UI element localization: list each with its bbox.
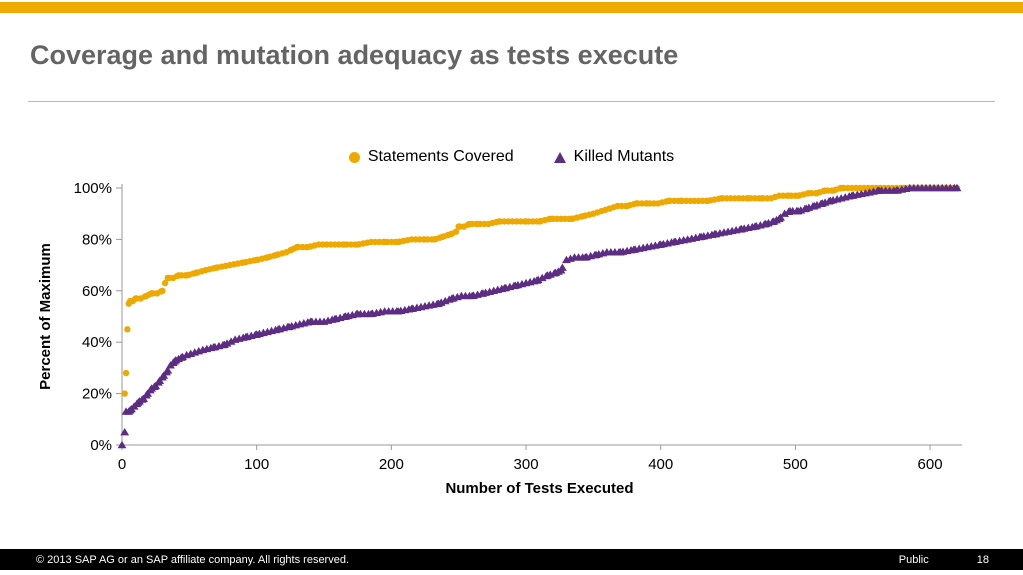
svg-text:80%: 80%	[82, 231, 112, 248]
top-accent-bar	[0, 2, 1023, 13]
svg-text:300: 300	[514, 456, 539, 473]
svg-text:0%: 0%	[90, 437, 112, 454]
svg-text:Percent of Maximum: Percent of Maximum	[37, 243, 54, 390]
svg-text:200: 200	[379, 456, 404, 473]
svg-text:0: 0	[118, 456, 126, 473]
svg-text:600: 600	[918, 456, 943, 473]
legend-label-statements-covered: Statements Covered	[367, 148, 514, 165]
legend-item-statements-covered: Statements Covered	[348, 148, 514, 166]
footer-page-number: 18	[976, 553, 989, 566]
killed-mutants-marker-icon	[553, 151, 566, 163]
legend-item-killed-mutants: Killed Mutants	[553, 148, 675, 166]
footer-right-group: Public 18	[899, 554, 989, 566]
chart-canvas: 0 100 200 300 400 500 600 0% 20% 40% 60% 80% 100% Num…	[37, 180, 962, 497]
footer-bar: © 2013 SAP AG or an SAP affiliate compan…	[0, 549, 1023, 570]
title-divider	[28, 101, 995, 102]
chart: 0 100 200 300 400 500 600 0% 20% 40% 60% 80% 100% Num…	[0, 110, 1023, 550]
svg-text:500: 500	[783, 456, 808, 473]
svg-text:100%: 100%	[74, 180, 112, 197]
svg-text:40%: 40%	[82, 334, 112, 351]
svg-text:Number of Tests Executed: Number of Tests Executed	[445, 480, 633, 497]
page-title: Coverage and mutation adequacy as tests …	[30, 40, 679, 70]
statements-covered-marker-icon	[348, 151, 360, 163]
svg-text:100: 100	[244, 456, 269, 473]
legend-label-killed-mutants: Killed Mutants	[573, 148, 675, 165]
footer-classification: Public	[898, 553, 929, 566]
svg-text:20%: 20%	[82, 386, 112, 403]
svg-text:60%: 60%	[82, 283, 112, 300]
footer-copyright: © 2013 SAP AG or an SAP affiliate compan…	[36, 553, 350, 566]
chart-legend: Statements Covered Killed Mutants	[0, 148, 1023, 166]
svg-text:400: 400	[648, 456, 673, 473]
